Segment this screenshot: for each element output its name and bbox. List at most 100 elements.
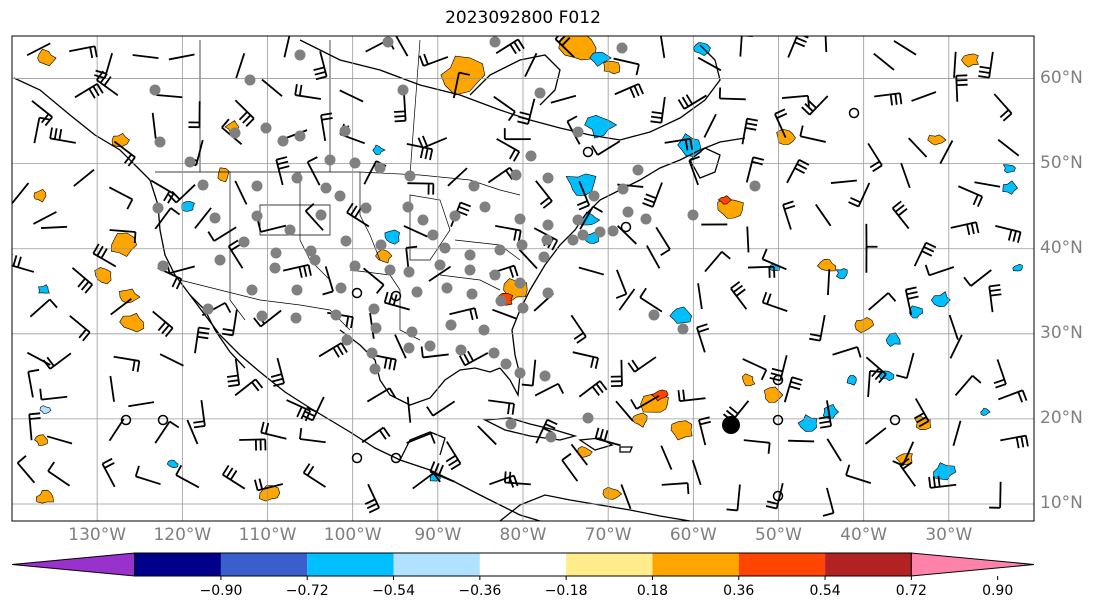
wind-barb (655, 226, 671, 256)
wind-barb (313, 51, 328, 81)
wind-barb (864, 427, 887, 445)
lon-tick-label: 100°W (323, 525, 382, 545)
station-dot (505, 418, 517, 430)
wind-barb (294, 84, 322, 100)
wind-barb (827, 269, 831, 296)
station-dot (441, 282, 453, 294)
shaded-region (166, 459, 179, 469)
borders-layer (155, 39, 521, 341)
wind-barb (867, 142, 883, 173)
wind-barb (822, 487, 835, 517)
colorbar-extend-low (11, 552, 136, 577)
wind-barb (997, 389, 1028, 403)
station-dot (374, 162, 386, 174)
station-dot (677, 323, 689, 335)
wind-barb (29, 298, 58, 318)
station-dot (370, 322, 382, 334)
colorbar-tick-label: 0.18 (636, 583, 669, 599)
wind-barb (235, 53, 246, 79)
wind-barb (12, 182, 30, 204)
station-dot (542, 172, 554, 184)
shaded-region (669, 306, 692, 324)
shading-layer (33, 36, 1023, 504)
wind-barb (993, 359, 1007, 389)
wind-barb (688, 155, 700, 186)
wind-barb (997, 139, 1020, 157)
station-dot (517, 302, 529, 314)
wind-barb (561, 452, 579, 482)
wind-barb (765, 483, 784, 510)
shaded-region (37, 48, 57, 67)
colorbar-tick-label: 0.54 (809, 583, 841, 599)
station-dot (622, 206, 634, 218)
station-dot (290, 312, 302, 324)
station-ring (620, 221, 632, 233)
station-dot (382, 36, 394, 48)
wind-barb (150, 179, 175, 204)
shaded-region (119, 312, 145, 333)
wind-barb (394, 94, 407, 123)
wind-barb (270, 357, 285, 387)
wind-barb (207, 226, 237, 242)
wind-barb (949, 334, 963, 359)
station-dot (269, 262, 281, 274)
wind-barb (697, 56, 722, 72)
wind-barb (815, 203, 832, 227)
station-dot (582, 412, 594, 424)
lat-tick-label: 30°N (1040, 322, 1083, 343)
station-dot (149, 84, 161, 96)
wind-barb (639, 287, 663, 313)
station-dot (514, 367, 526, 379)
wind-barb (900, 162, 911, 189)
wind-barb (952, 420, 962, 446)
wind-barb (518, 248, 538, 270)
station-dot (403, 342, 415, 354)
colorbar-tick-label: −0.90 (199, 583, 243, 599)
station-dot (455, 344, 467, 356)
wind-barb (832, 346, 862, 358)
wind-barb (718, 87, 746, 101)
station-dot (309, 254, 321, 266)
station-dot (369, 363, 381, 375)
station-ring (772, 490, 784, 502)
coastline (399, 431, 446, 461)
shaded-region (816, 258, 837, 272)
colorbar-segment (652, 553, 739, 576)
wind-barb (954, 375, 982, 396)
shaded-region (35, 489, 54, 504)
station-ring (390, 290, 402, 302)
wind-barb (394, 334, 407, 359)
wind-barb (194, 207, 212, 229)
station-dot (616, 42, 628, 54)
shaded-region (110, 232, 137, 257)
shaded-region (34, 434, 48, 446)
wind-barb (49, 127, 76, 144)
wind-barb (550, 94, 577, 104)
station-dot (464, 249, 476, 261)
lon-tick-label: 30°W (925, 525, 973, 545)
colorbar-segment (134, 553, 221, 576)
lon-tick-label: 120°W (153, 525, 212, 545)
wind-barb (407, 182, 435, 195)
wind-barb (16, 455, 36, 484)
map-title: 2023092800 F012 (445, 8, 601, 28)
coastline (469, 54, 561, 106)
wind-barb (488, 399, 515, 415)
station-ring (582, 146, 594, 158)
wind-barb (830, 179, 857, 184)
shaded-region (119, 288, 141, 304)
station-dot (640, 213, 652, 225)
shaded-region (217, 167, 230, 183)
wind-barb (660, 445, 673, 470)
wind-barb (613, 57, 640, 76)
wind-barb (661, 482, 690, 495)
wind-barb (406, 432, 436, 444)
station-dot (305, 245, 317, 257)
shaded-region (589, 51, 612, 67)
wind-barb (799, 125, 826, 143)
station-dot (349, 260, 361, 272)
wind-barb (704, 251, 731, 273)
station-dot (202, 303, 214, 315)
shaded-region (835, 268, 848, 279)
wind-barb (610, 359, 623, 387)
